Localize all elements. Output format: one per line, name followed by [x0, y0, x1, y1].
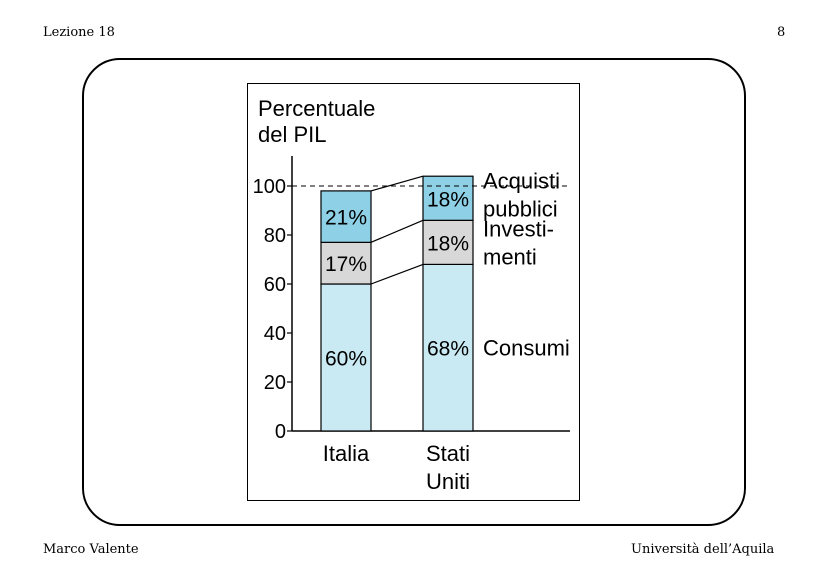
connector-line: [370, 263, 424, 285]
series-side-label: Acquisti: [483, 168, 560, 193]
segment-label: 18%: [427, 188, 469, 211]
header-page-number: 8: [777, 25, 786, 40]
slide-frame: [82, 58, 746, 526]
series-side-label: Investi-: [483, 216, 554, 241]
bar-segment: [320, 190, 372, 243]
connector-line: [370, 219, 424, 243]
header-lecture: Lezione 18: [43, 25, 115, 40]
footer-university: Università dell’Aquila: [631, 542, 775, 557]
y-axis-label: del PIL: [258, 122, 327, 147]
y-tick-label: 60: [264, 274, 286, 296]
segment-label: 21%: [325, 207, 367, 230]
category-label: Stati: [426, 441, 470, 466]
y-axis-label: Percentuale: [258, 96, 375, 121]
segment-label: 17%: [325, 253, 367, 276]
y-tick-label: 0: [275, 421, 286, 443]
y-tick-label: 20: [264, 372, 286, 394]
series-side-label: pubblici: [483, 196, 558, 221]
category-label: Italia: [323, 441, 370, 466]
bar-segment: [320, 283, 372, 432]
y-tick-label: 100: [253, 176, 286, 198]
y-tick-label: 80: [264, 225, 286, 247]
bar-segment: [422, 175, 474, 221]
connector-line: [370, 175, 424, 192]
category-label: Uniti: [426, 469, 470, 494]
y-tick-label: 40: [264, 323, 286, 345]
segment-label: 68%: [427, 338, 469, 361]
segment-label: 18%: [427, 232, 469, 255]
footer-author: Marco Valente: [43, 542, 139, 557]
series-side-label: Consumi: [483, 336, 570, 361]
chart-panel: Percentuale del PIL 0 20 40 60 80 100 60% 17% 21…: [247, 83, 580, 501]
segment-label: 60%: [325, 348, 367, 371]
series-side-label: menti: [483, 244, 537, 269]
